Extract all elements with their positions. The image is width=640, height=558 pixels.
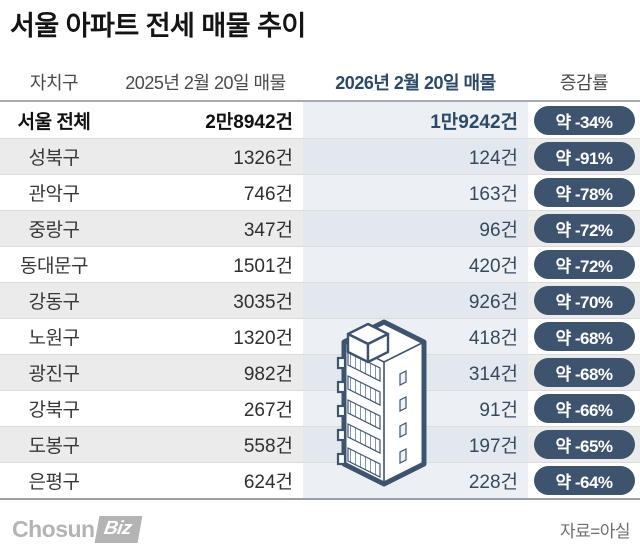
table-row: 성북구 1326건 124건 약 -91% [0, 138, 640, 174]
table-row: 강동구 3035건 926건 약 -70% [0, 282, 640, 318]
jeonse-listings-table: 자치구 2025년 2월 20일 매물 2026년 2월 20일 매물 증감률 … [0, 64, 640, 500]
footer: Chosun Biz 자료=아실 [0, 512, 640, 546]
header-2025-listings: 2025년 2월 20일 매물 [125, 73, 286, 93]
count-2026-cell: 96건 [303, 211, 528, 246]
chosunbiz-logo: Chosun Biz [12, 515, 142, 543]
table-row: 강북구 267건 91건 약 -66% [0, 390, 640, 426]
district-cell: 관악구 [28, 184, 80, 205]
data-source-label: 자료=아실 [560, 521, 631, 541]
change-rate-badge: 약 -34% [533, 105, 635, 135]
table-row: 동대문구 1501건 420건 약 -72% [0, 246, 640, 282]
table-header-row: 자치구 2025년 2월 20일 매물 2026년 2월 20일 매물 증감률 [0, 64, 640, 100]
page-title: 서울 아파트 전세 매물 추이 [10, 11, 306, 41]
change-rate-badge: 약 -68% [533, 322, 635, 351]
change-rate-badge: 약 -68% [533, 358, 635, 387]
count-2025-cell: 1326건 [233, 148, 293, 169]
count-2026-cell: 228건 [303, 463, 528, 498]
change-badge-cell: 약 -68% [528, 322, 640, 351]
change-badge-cell: 약 -34% [528, 105, 640, 135]
change-badge-cell: 약 -91% [528, 142, 640, 171]
table-row: 서울 전체 2만8942건 1만9242건 약 -34% [0, 102, 640, 138]
table-row: 관악구 746건 163건 약 -78% [0, 174, 640, 210]
district-cell: 서울 전체 [17, 111, 91, 133]
change-badge-cell: 약 -66% [528, 394, 640, 423]
count-2026-cell: 420건 [303, 247, 528, 282]
district-cell: 은평구 [28, 472, 80, 493]
header-2026-listings: 2026년 2월 20일 매물 [335, 73, 496, 93]
change-badge-cell: 약 -72% [528, 214, 640, 243]
table-row: 도봉구 558건 197건 약 -65% [0, 426, 640, 462]
logo-chosun-text: Chosun [12, 515, 95, 542]
count-2025-cell: 3035건 [233, 292, 293, 313]
count-2025-cell: 1501건 [233, 256, 293, 277]
count-2026-cell: 926건 [303, 283, 528, 318]
count-2025-cell: 982건 [243, 364, 293, 385]
count-2026-cell: 163건 [303, 175, 528, 210]
change-rate-badge: 약 -66% [533, 394, 635, 423]
district-cell: 강동구 [28, 292, 80, 313]
district-cell: 중랑구 [28, 220, 80, 241]
table-row: 광진구 982건 314건 약 -68% [0, 354, 640, 390]
change-badge-cell: 약 -64% [528, 466, 640, 495]
count-2026-cell: 197건 [303, 427, 528, 462]
count-2026-cell: 314건 [303, 355, 528, 390]
district-cell: 성북구 [28, 148, 80, 169]
district-cell: 도봉구 [28, 436, 80, 457]
count-2025-cell: 624건 [243, 472, 293, 493]
change-badge-cell: 약 -65% [528, 430, 640, 459]
count-2025-cell: 347건 [243, 220, 293, 241]
change-rate-badge: 약 -70% [533, 286, 635, 315]
change-rate-badge: 약 -64% [533, 466, 635, 495]
count-2025-cell: 746건 [243, 184, 293, 205]
table-row: 노원구 1320건 418건 약 -68% [0, 318, 640, 354]
change-badge-cell: 약 -68% [528, 358, 640, 387]
count-2026-cell: 124건 [303, 139, 528, 174]
change-badge-cell: 약 -72% [528, 250, 640, 279]
table-row: 중랑구 347건 96건 약 -72% [0, 210, 640, 246]
change-badge-cell: 약 -70% [528, 286, 640, 315]
count-2025-cell: 558건 [243, 436, 293, 457]
district-cell: 강북구 [28, 400, 80, 421]
district-cell: 광진구 [28, 364, 80, 385]
change-rate-badge: 약 -65% [533, 430, 635, 459]
count-2026-cell: 91건 [303, 391, 528, 426]
district-cell: 동대문구 [20, 256, 88, 277]
count-2026-cell: 418건 [303, 319, 528, 354]
header-change-rate: 증감률 [559, 73, 609, 93]
header-district: 자치구 [29, 73, 79, 93]
change-rate-badge: 약 -78% [533, 178, 635, 207]
change-rate-badge: 약 -72% [533, 250, 635, 279]
logo-biz-text: Biz [94, 515, 142, 543]
change-rate-badge: 약 -91% [533, 142, 635, 171]
count-2025-cell: 2만8942건 [205, 111, 293, 133]
count-2026-cell: 1만9242건 [303, 102, 528, 138]
table-row: 은평구 624건 228건 약 -64% [0, 462, 640, 498]
count-2025-cell: 1320건 [233, 328, 293, 349]
table-body: 서울 전체 2만8942건 1만9242건 약 -34% 성북구 1326건 1… [0, 100, 640, 500]
district-cell: 노원구 [28, 328, 80, 349]
change-rate-badge: 약 -72% [533, 214, 635, 243]
count-2025-cell: 267건 [243, 400, 293, 421]
change-badge-cell: 약 -78% [528, 178, 640, 207]
